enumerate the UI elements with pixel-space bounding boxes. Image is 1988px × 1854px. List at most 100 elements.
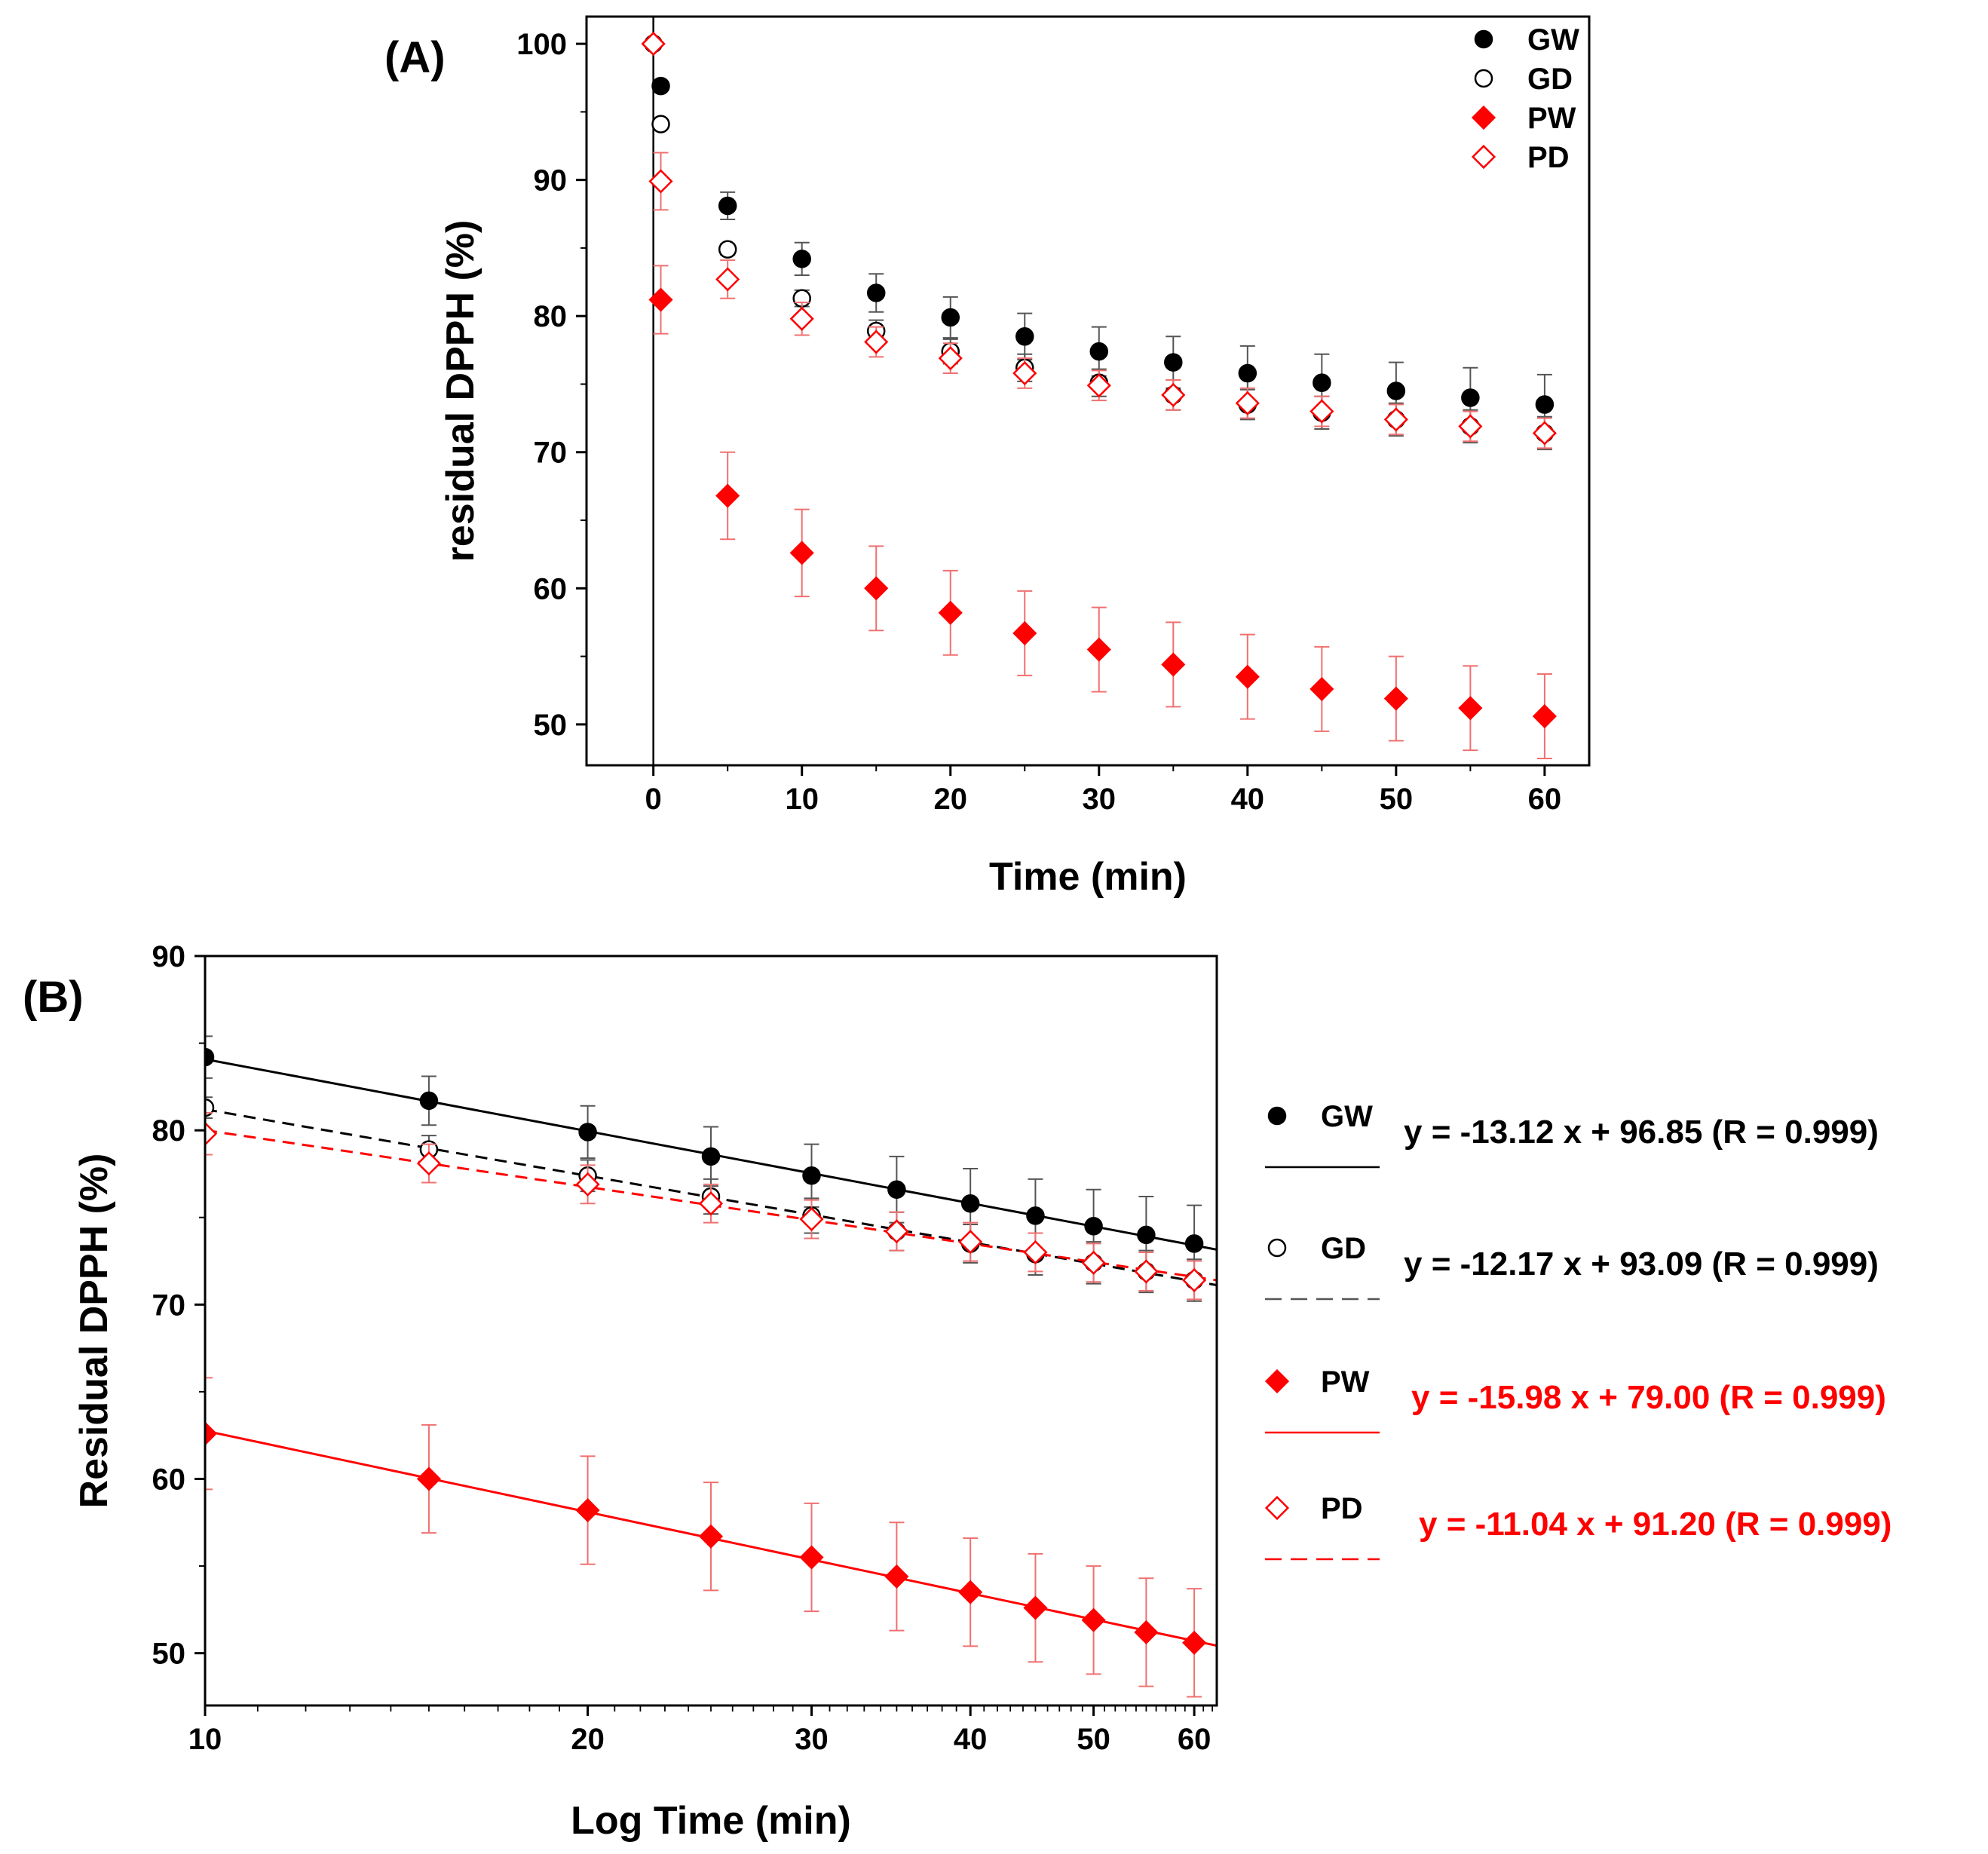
data-point bbox=[1012, 360, 1037, 386]
y-tick-label: 50 bbox=[534, 709, 568, 742]
x-tick-label: 50 bbox=[1380, 783, 1414, 816]
data-point bbox=[578, 1123, 597, 1142]
data-point bbox=[1182, 1267, 1207, 1293]
series-pw bbox=[205, 1377, 1207, 1698]
data-point bbox=[648, 169, 673, 194]
data-point bbox=[1383, 407, 1408, 432]
y-tick-label: 80 bbox=[152, 1114, 186, 1148]
data-point bbox=[1086, 637, 1111, 662]
x-tick-label: 50 bbox=[1077, 1723, 1110, 1756]
data-point bbox=[958, 1230, 983, 1255]
data-point bbox=[1134, 1259, 1159, 1284]
plot-frame bbox=[204, 955, 1218, 1707]
data-point bbox=[1164, 353, 1183, 372]
data-point bbox=[1532, 703, 1557, 729]
data-point bbox=[205, 1121, 218, 1146]
data-point bbox=[958, 1580, 983, 1604]
data-point bbox=[205, 1421, 218, 1446]
series-pd bbox=[641, 32, 1557, 449]
data-point bbox=[715, 483, 740, 508]
x-tick-label: 60 bbox=[1528, 783, 1562, 816]
data-point bbox=[1134, 1620, 1159, 1644]
y-axis-label: residual DPPH (%) bbox=[439, 220, 482, 562]
legend-marker-pw bbox=[1264, 1368, 1290, 1394]
panel-b: 50 60 70 80 90 10 20 30 40 50 60 Log Time (min) Resi… bbox=[23, 940, 1892, 1843]
data-point bbox=[1161, 652, 1186, 677]
data-point bbox=[1383, 686, 1408, 711]
data-point bbox=[1081, 1250, 1106, 1275]
data-point bbox=[698, 1524, 724, 1549]
y-tick-label: 70 bbox=[534, 437, 568, 470]
data-point bbox=[1026, 1206, 1045, 1225]
y-tick-label: 70 bbox=[152, 1289, 186, 1322]
data-point bbox=[1458, 696, 1483, 721]
data-point bbox=[651, 76, 670, 96]
x-tick-label: 20 bbox=[933, 783, 967, 816]
legend-marker-pd bbox=[1471, 144, 1496, 170]
series-gw bbox=[644, 34, 1555, 436]
data-point bbox=[1532, 421, 1557, 446]
data-point bbox=[884, 1219, 909, 1244]
plot-frame bbox=[585, 15, 1591, 767]
legend-label-pd: PD bbox=[1527, 141, 1570, 174]
legend-marker-pd bbox=[1264, 1495, 1290, 1521]
data-point bbox=[802, 1166, 821, 1185]
data-point bbox=[651, 115, 670, 133]
legend-marker-pw bbox=[1471, 105, 1496, 130]
x-tick-label: 30 bbox=[1083, 783, 1117, 816]
x-tick-label: 0 bbox=[645, 783, 662, 816]
data-point bbox=[1458, 414, 1483, 439]
data-point bbox=[1023, 1240, 1048, 1265]
data-point bbox=[416, 1151, 441, 1176]
x-tick-label: 40 bbox=[1231, 783, 1265, 816]
data-point bbox=[789, 306, 814, 331]
x-axis-label: Log Time (min) bbox=[571, 1799, 851, 1843]
data-point bbox=[641, 32, 666, 57]
y-tick-label: 50 bbox=[152, 1638, 186, 1671]
y-tick-label: 90 bbox=[534, 164, 568, 198]
data-point bbox=[1086, 373, 1111, 398]
data-point bbox=[1184, 1234, 1204, 1253]
data-point bbox=[938, 600, 963, 625]
data-point bbox=[416, 1466, 441, 1491]
legend: GW GD PW PD bbox=[1471, 23, 1579, 174]
x-tick-label: 10 bbox=[785, 783, 819, 816]
fit-equation-gw: y = -13.12 x + 96.85 (R = 0.999) bbox=[1404, 1114, 1879, 1151]
data-point bbox=[1089, 342, 1109, 361]
data-point bbox=[1313, 373, 1331, 392]
data-point bbox=[938, 346, 963, 371]
data-point bbox=[1023, 1595, 1048, 1620]
y-tick-label: 100 bbox=[516, 28, 567, 61]
data-point bbox=[698, 1191, 724, 1216]
legend-label-gd: GD bbox=[1321, 1232, 1366, 1265]
data-point bbox=[864, 576, 889, 601]
legend-marker-gw bbox=[1267, 1106, 1287, 1126]
data-point bbox=[648, 287, 673, 312]
y-tick-label: 90 bbox=[152, 940, 186, 973]
panel-label: (B) bbox=[23, 973, 84, 1022]
data-point bbox=[1535, 395, 1555, 414]
x-tick-label: 10 bbox=[188, 1723, 222, 1756]
legend-label-pw: PW bbox=[1527, 102, 1576, 135]
x-axis-label: Time (min) bbox=[989, 855, 1187, 899]
data-point bbox=[789, 541, 814, 565]
x-tick-label: 20 bbox=[571, 1723, 605, 1756]
data-point bbox=[799, 1545, 824, 1570]
y-axis-label: Residual DPPH (%) bbox=[72, 1154, 116, 1509]
data-point bbox=[864, 329, 889, 354]
data-point bbox=[960, 1194, 980, 1213]
y-tick-label: 80 bbox=[534, 300, 568, 333]
series-gd bbox=[205, 1096, 1204, 1302]
legend-label-gw: GW bbox=[1321, 1100, 1373, 1133]
data-point bbox=[575, 1172, 600, 1197]
data-point bbox=[1238, 363, 1257, 383]
data-point bbox=[1084, 1217, 1103, 1236]
data-point bbox=[1081, 1607, 1106, 1632]
data-point bbox=[1235, 391, 1260, 415]
y-tick-label: 60 bbox=[534, 572, 568, 605]
panel-a: 50 60 70 80 90 100 0 10 20 30 40 50 60 Time (min) resi… bbox=[384, 15, 1591, 899]
data-point bbox=[718, 196, 737, 216]
data-point bbox=[1012, 621, 1037, 645]
legend-label-gw: GW bbox=[1527, 23, 1579, 57]
